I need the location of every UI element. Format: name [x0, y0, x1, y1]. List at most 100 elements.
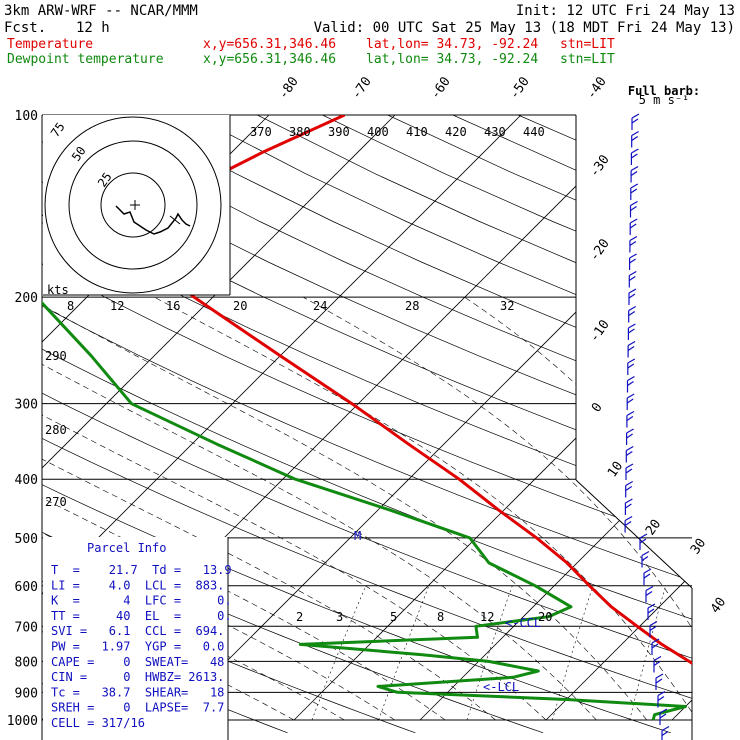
wind-barb-flag — [628, 305, 636, 312]
mixing-ratio-label: 8 — [67, 299, 74, 313]
wind-barb-flag — [631, 113, 640, 119]
wind-barb-flag — [625, 503, 632, 509]
dewpoint-station: stn=LIT — [560, 52, 615, 67]
theta-label: 380 — [289, 125, 311, 139]
dry-adiabat — [42, 115, 692, 734]
wind-barb-flag — [628, 293, 636, 299]
wind-barb-flag — [631, 118, 639, 124]
pressure-label-300: 300 — [15, 398, 38, 413]
mixing-ratio-label-lower: 20 — [538, 610, 552, 624]
temperature-label: 20 — [643, 517, 664, 538]
wind-barb-flag — [649, 620, 658, 627]
pressure-label-600: 600 — [15, 580, 38, 595]
mixing-ratio-label-lower: 2 — [296, 610, 303, 624]
wind-barb-flag — [657, 690, 666, 697]
mixing-ratio-label-lower: 5 — [390, 610, 397, 624]
wind-barb-flag — [627, 381, 634, 386]
dry-adiabat — [257, 115, 692, 734]
wind-barb-flag — [630, 183, 639, 189]
isotherm — [42, 115, 396, 721]
wind-barb-flag — [627, 346, 635, 351]
pressure-label-900: 900 — [15, 686, 38, 701]
hodograph-label-75: 75 — [48, 120, 68, 140]
wind-barb-flag — [655, 678, 663, 684]
model-title: 3km ARW-WRF -- NCAR/MMM — [4, 3, 198, 19]
wind-barb-flag — [629, 258, 636, 264]
wind-barb-flag — [641, 556, 649, 561]
parcel-row: T = 21.7 Td = 13.9 — [51, 563, 232, 577]
dry-adiabat — [42, 115, 692, 734]
parcel-row: SVI = 6.1 CCL = 694. — [51, 624, 224, 638]
wind-barb-flag — [653, 655, 662, 662]
dewpoint-xy: x,y=656.31,346.46 — [203, 52, 336, 67]
wind-barb-flag — [630, 165, 639, 172]
wind-barb-flag — [628, 323, 636, 329]
temperature-label: -20 — [587, 236, 613, 264]
temperature-station: stn=LIT — [560, 37, 615, 52]
pressure-label-400: 400 — [15, 473, 38, 488]
dry-adiabat — [42, 115, 416, 734]
pressure-label-200: 200 — [15, 291, 38, 306]
pressure-label-700: 700 — [15, 620, 38, 635]
temperature-label: -10 — [587, 317, 613, 345]
dry-adiabat-label: 290 — [45, 349, 67, 363]
full-barb-units: 5 m s⁻¹ — [639, 93, 690, 107]
wind-barb-flag — [627, 375, 635, 382]
dry-adiabat — [0, 115, 32, 733]
moist-adiabat — [42, 296, 395, 721]
dry-adiabat — [42, 115, 692, 734]
wind-barb-flag — [628, 288, 637, 294]
temperature-label: -60 — [428, 74, 454, 102]
wind-barb-flag — [625, 463, 634, 469]
dewpoint-legend: Dewpoint temperature — [7, 52, 164, 67]
hodograph-label-50: 50 — [69, 144, 89, 164]
wind-barb-flag — [661, 725, 670, 732]
temperature-label: -70 — [349, 74, 375, 102]
dry-adiabat — [42, 115, 692, 734]
moist-adiabat — [42, 296, 648, 721]
parcel-row: SREH = 0 LAPSE= 7.7 — [51, 701, 224, 715]
parcel-row: CIN = 0 HWBZ= 2613. — [51, 670, 224, 684]
theta-label: 370 — [250, 125, 272, 139]
wind-barb-flag — [630, 188, 638, 194]
wind-barb-flag — [630, 206, 637, 211]
mixing-ratio-label: 16 — [166, 299, 180, 313]
dry-adiabat — [648, 115, 692, 734]
wind-barb-flag — [630, 171, 638, 176]
init-time: Init: 12 UTC Fri 24 May 13 — [516, 3, 735, 19]
hodograph-ring-50 — [68, 140, 198, 270]
wind-barb-flag — [643, 573, 651, 579]
wind-barb-flag — [629, 253, 637, 259]
wind-barb-flag — [628, 311, 636, 316]
dry-adiabat — [42, 115, 692, 734]
parcel-row: K = 4 LFC = 0. — [51, 594, 232, 608]
wind-barb-flag — [647, 608, 655, 614]
wind-barb-flag — [645, 585, 654, 592]
hodograph-ring-75 — [44, 116, 222, 294]
wind-barb-flag — [628, 328, 635, 334]
theta-label: 400 — [367, 125, 389, 139]
temperature-label: -80 — [276, 74, 302, 102]
dry-adiabat — [583, 115, 692, 734]
wind-barb-flag — [639, 538, 647, 544]
isotherm — [545, 115, 692, 721]
wind-barb-flag — [627, 340, 636, 347]
wind-barb-flag — [626, 445, 634, 452]
wind-barb-flag — [641, 550, 650, 557]
level-marker: M — [354, 529, 361, 543]
forecast-label: Fcst. — [4, 20, 46, 36]
dry-adiabat — [452, 115, 692, 734]
theta-label: 390 — [328, 125, 350, 139]
corner-axis — [575, 479, 693, 589]
wind-barb-flag — [651, 638, 660, 644]
wind-barb-flag — [645, 591, 653, 596]
pressure-label-100: 100 — [15, 109, 38, 124]
wind-barb-flag — [631, 148, 639, 154]
wind-barb-flag — [629, 270, 637, 277]
wind-barb-flag — [655, 673, 664, 679]
wind-barb-flag — [631, 136, 639, 141]
wind-barb-flag — [629, 223, 637, 229]
dewpoint-latlon: lat,lon= 34.73, -92.24 — [366, 52, 538, 67]
wind-barb-flag — [626, 433, 633, 439]
